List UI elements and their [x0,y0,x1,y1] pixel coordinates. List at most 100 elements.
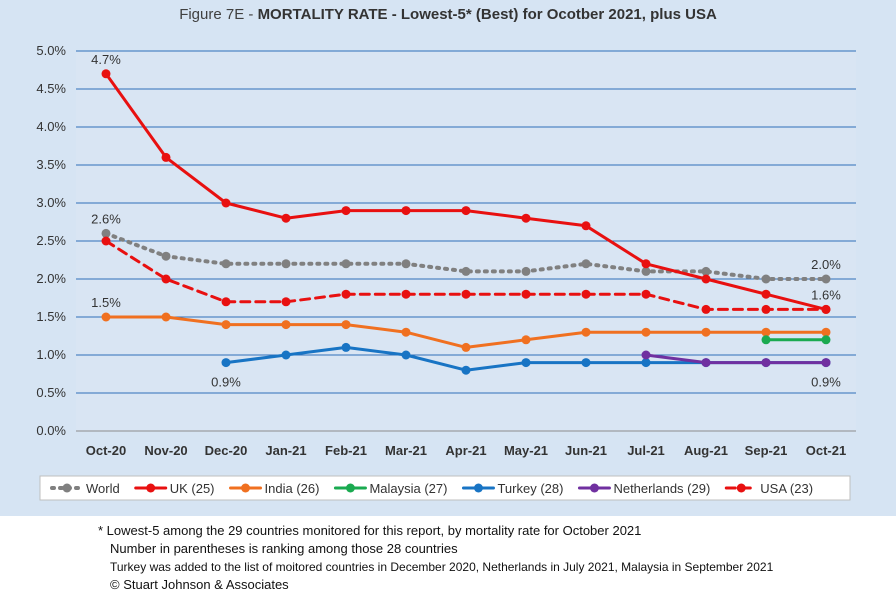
series-line [644,353,828,365]
data-point [161,251,171,261]
legend-label: World [86,481,120,496]
data-point [701,274,711,284]
y-tick-label: 1.5% [36,309,66,324]
data-point [821,327,831,337]
title-prefix: Figure 7E - [179,6,258,23]
data-point [701,327,711,337]
y-axis: 0.0% 0.5% 1.0% 1.5% 2.0% 2.5% 3.0% 3.5% 4.0% 4.5%… [36,43,66,438]
title-main: MORTALITY RATE - Lowest-5* (Best) for Oc… [257,6,717,23]
x-tick-label: Oct-21 [806,443,846,458]
data-label: 0.9% [211,375,241,390]
data-point [581,289,591,299]
x-tick-label: Jan-21 [265,443,306,458]
data-point [341,342,351,352]
data-point [521,213,531,223]
data-point [221,259,231,269]
footnotes: * Lowest-5 among the 29 countries monito… [98,522,773,594]
data-point [161,312,171,322]
data-label: 0.9% [811,375,841,390]
data-point [281,213,291,223]
data-point [341,206,351,216]
annotations: 4.7% 2.6% 1.5% 0.9% 2.0% 1.6% 0.9% [91,52,841,390]
data-point [401,327,411,337]
chart-title: Figure 7E - MORTALITY RATE - Lowest-5* (… [0,6,896,23]
y-tick-label: 5.0% [36,43,66,58]
legend-label: India (26) [265,481,320,496]
legend-marker [241,483,251,493]
data-point [221,320,231,330]
series-layer [101,69,831,375]
data-point [101,236,111,246]
data-point [521,358,531,368]
data-point [461,289,471,299]
data-point [281,297,291,307]
x-tick-label: Dec-20 [205,443,248,458]
data-point [281,350,291,360]
series-india-26 [101,312,831,352]
data-point [221,198,231,208]
x-tick-label: Sep-21 [745,443,788,458]
x-tick-label: Oct-20 [86,443,126,458]
data-point [761,289,771,299]
x-tick-label: Feb-21 [325,443,367,458]
data-point [161,152,171,162]
data-point [341,259,351,269]
data-point [341,320,351,330]
data-point [401,259,411,269]
data-point [821,335,831,345]
x-tick-label: Apr-21 [445,443,486,458]
data-point [221,358,231,368]
data-point [461,342,471,352]
data-point [701,266,711,276]
legend-label: Netherlands (29) [613,481,710,496]
data-point [101,312,111,322]
legend-box [39,475,851,501]
y-tick-label: 3.5% [36,157,66,172]
gridlines [76,50,856,432]
legend-marker [62,483,72,493]
y-tick-label: 1.0% [36,347,66,362]
data-point [821,358,831,368]
data-point [521,266,531,276]
legend-label: UK (25) [170,481,215,496]
data-point [461,266,471,276]
legend: World UK (25) India (26) Malaysia (27) Turke… [50,481,813,496]
series-netherlands-29 [641,350,831,368]
data-label: 4.7% [91,52,121,67]
data-point [641,350,651,360]
data-point [821,304,831,314]
data-label: 2.6% [91,211,121,226]
footnote-1: * Lowest-5 among the 29 countries monito… [98,523,642,538]
data-point [641,259,651,269]
data-point [401,289,411,299]
data-point [761,327,771,337]
legend-marker [146,483,156,493]
legend-label: Turkey (28) [497,481,563,496]
x-axis: Oct-20 Nov-20 Dec-20 Jan-21 Feb-21 Mar-21 Apr-… [86,443,846,458]
data-point [701,358,711,368]
y-tick-label: 4.5% [36,81,66,96]
legend-label: Malaysia (27) [369,481,447,496]
x-tick-label: Nov-20 [144,443,187,458]
y-tick-label: 0.5% [36,385,66,400]
data-point [581,327,591,337]
data-point [401,206,411,216]
data-point [581,259,591,269]
series-uk-25 [101,69,831,314]
data-point [761,358,771,368]
data-point [281,259,291,269]
y-tick-label: 2.5% [36,233,66,248]
data-point [761,304,771,314]
data-point [521,335,531,345]
x-tick-label: Aug-21 [684,443,728,458]
legend-marker [736,483,746,493]
series-usa-23 [101,236,831,314]
y-tick-label: 0.0% [36,423,66,438]
data-point [461,206,471,216]
data-point [641,289,651,299]
data-point [101,69,111,79]
data-point [281,320,291,330]
x-tick-label: May-21 [504,443,548,458]
data-point [521,289,531,299]
data-point [581,358,591,368]
